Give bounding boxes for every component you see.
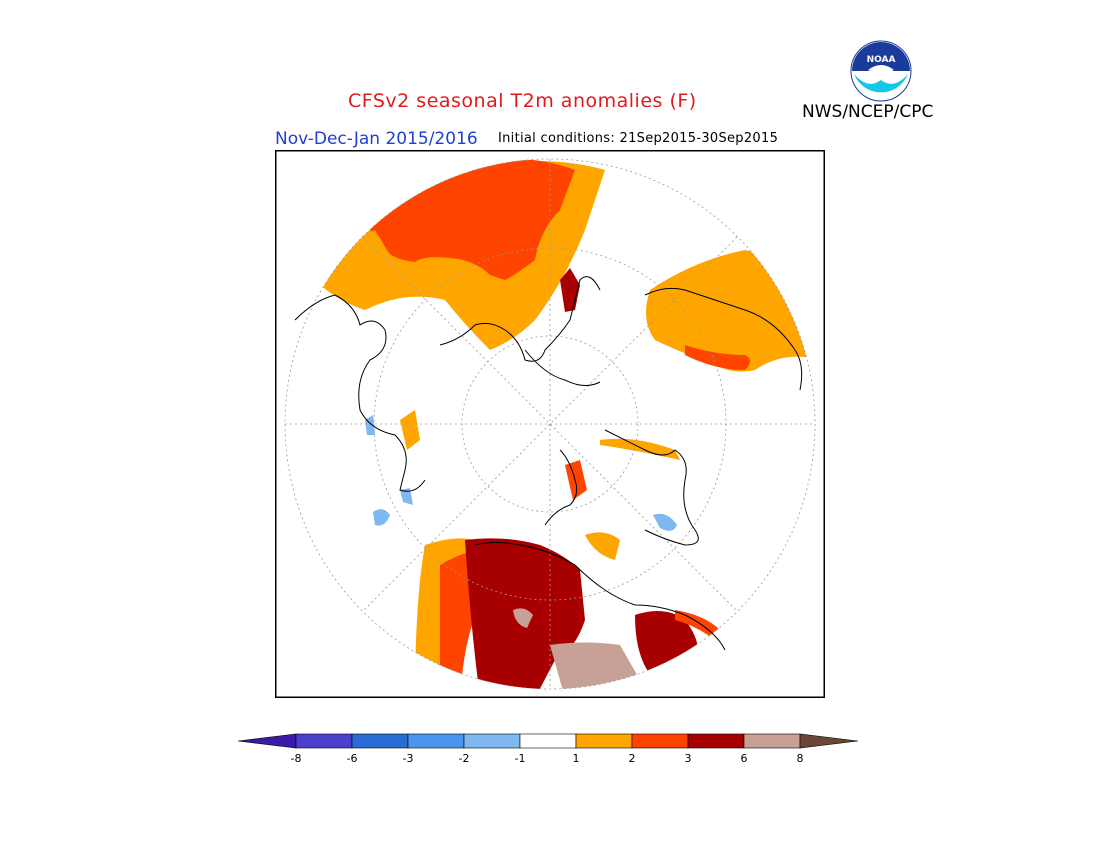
- colorbar-tick-label: 8: [797, 752, 804, 765]
- colorbar-swatch: [575, 733, 633, 749]
- colorbar-swatch: [351, 733, 409, 749]
- colorbar-tick-label: -6: [347, 752, 358, 765]
- hudson-anomaly-1-2: [585, 532, 620, 560]
- arctic-islands-anomaly-2-3: [565, 460, 587, 500]
- alaska-anomaly-2-3: [685, 345, 750, 370]
- color-legend: -8 -6 -3 -2 -1 1 2 3 6 8: [238, 733, 859, 765]
- season-label: Nov-Dec-Jan 2015/2016: [275, 129, 478, 149]
- greenland-anomaly-neg: [653, 513, 677, 531]
- graticule: [284, 158, 816, 690]
- atlantic-anomaly-neg: [373, 509, 390, 526]
- map-frame: [275, 150, 825, 698]
- colorbar-tick-label: -3: [403, 752, 414, 765]
- noaa-logo-text: NOAA: [867, 55, 896, 65]
- namerica-anomaly-6-8-small: [513, 608, 533, 628]
- colorbar-swatch: [631, 733, 689, 749]
- colorbar-swatch-low-end: [238, 733, 297, 749]
- colorbar-tick-label: -2: [459, 752, 470, 765]
- chart-title: CFSv2 seasonal T2m anomalies (F): [348, 90, 697, 112]
- colorbar-tick-label: 1: [573, 752, 580, 765]
- colorbar-tick-label: 6: [741, 752, 748, 765]
- initial-conditions-label: Initial conditions: 21Sep2015-30Sep2015: [498, 131, 779, 146]
- colorbar-tick-label: 3: [685, 752, 692, 765]
- coastlines: [294, 276, 803, 651]
- colorbar-swatch: [687, 733, 745, 749]
- atlantic-anomaly-neg-2: [400, 488, 413, 505]
- colorbar-swatch: [407, 733, 465, 749]
- noaa-logo-icon: NOAA: [850, 40, 912, 102]
- colorbar-swatch: [743, 733, 801, 749]
- colorbar-swatch: [519, 733, 577, 749]
- colorbar-swatch: [295, 733, 353, 749]
- labrador-anomaly-2-3: [675, 610, 720, 640]
- colorbar-tick-label: -8: [291, 752, 302, 765]
- iberia-anomaly-1-2: [400, 410, 420, 450]
- colorbar-swatch: [463, 733, 521, 749]
- polar-map: [275, 150, 825, 698]
- agency-label: NWS/NCEP/CPC: [802, 102, 934, 122]
- colorbar-swatch-high-end: [799, 733, 859, 749]
- colorbar-tick-label: 2: [629, 752, 636, 765]
- north-africa-anomaly-neg: [365, 415, 375, 435]
- colorbar-tick-label: -1: [515, 752, 526, 765]
